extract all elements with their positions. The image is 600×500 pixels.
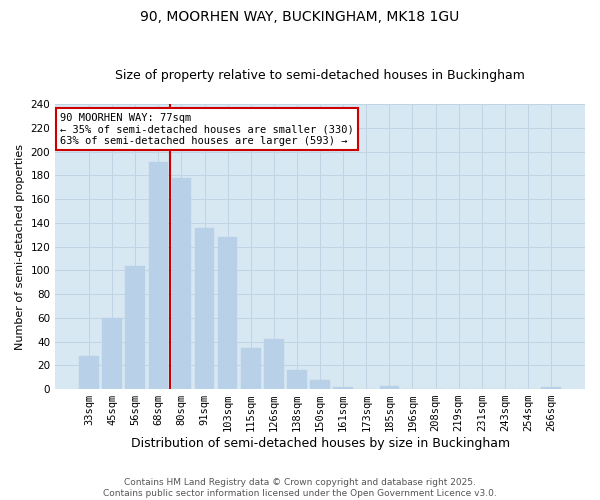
Bar — [79, 356, 99, 389]
X-axis label: Distribution of semi-detached houses by size in Buckingham: Distribution of semi-detached houses by … — [131, 437, 509, 450]
Y-axis label: Number of semi-detached properties: Number of semi-detached properties — [15, 144, 25, 350]
Bar — [310, 380, 330, 389]
Bar — [334, 386, 353, 389]
Bar — [172, 178, 191, 389]
Bar — [218, 237, 238, 389]
Bar — [195, 228, 214, 389]
Text: 90, MOORHEN WAY, BUCKINGHAM, MK18 1GU: 90, MOORHEN WAY, BUCKINGHAM, MK18 1GU — [140, 10, 460, 24]
Text: Contains HM Land Registry data © Crown copyright and database right 2025.
Contai: Contains HM Land Registry data © Crown c… — [103, 478, 497, 498]
Bar — [103, 318, 122, 389]
Bar — [241, 348, 260, 389]
Bar — [541, 386, 561, 389]
Title: Size of property relative to semi-detached houses in Buckingham: Size of property relative to semi-detach… — [115, 69, 525, 82]
Text: 90 MOORHEN WAY: 77sqm
← 35% of semi-detached houses are smaller (330)
63% of sem: 90 MOORHEN WAY: 77sqm ← 35% of semi-deta… — [61, 112, 354, 146]
Bar — [287, 370, 307, 389]
Bar — [149, 162, 168, 389]
Bar — [380, 386, 399, 389]
Bar — [264, 339, 284, 389]
Bar — [125, 266, 145, 389]
